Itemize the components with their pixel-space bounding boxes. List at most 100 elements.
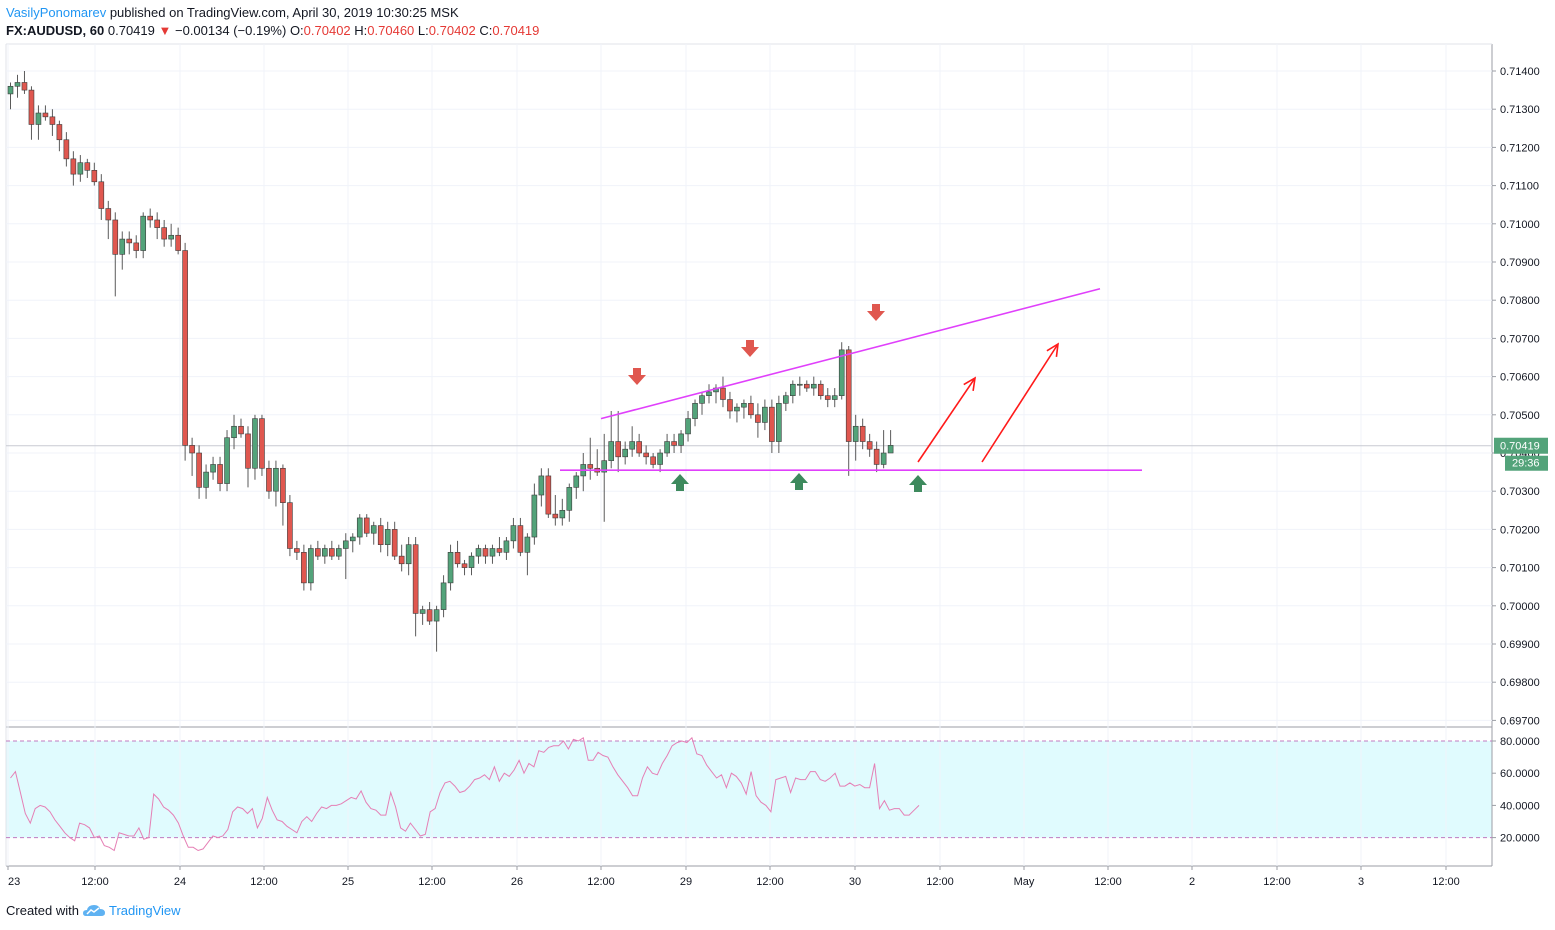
candle-body [363,517,370,534]
candle [426,601,433,625]
open-label: O: [289,23,304,38]
candle [49,109,56,136]
candle [727,391,733,419]
candle-body [342,540,349,549]
candle [706,384,712,404]
candle [63,132,70,167]
price-tick-label: 0.70900 [1500,257,1540,269]
candle [245,426,251,488]
candle [259,414,265,476]
candle-body [615,441,621,458]
candle [873,441,880,473]
candle-body [601,460,608,473]
candle-body [189,445,195,454]
axes-layer: 0.71400 0.71300 0.71200 0.71100 0.71000 0.709… [7,66,1548,888]
time-tick-label: 30 [849,876,861,888]
candle [14,74,21,98]
candle-body [70,158,77,175]
candle-body [573,475,580,488]
candle-body [42,112,49,118]
candle [168,223,174,247]
candle-body [678,433,684,446]
candle [622,441,628,465]
candle-body [489,548,496,557]
candle [671,433,677,453]
sell-arrow-shape [628,368,646,385]
candle [196,445,202,499]
candle [734,403,740,423]
footer: Created with TradingView [6,903,181,918]
candle [636,433,642,457]
candle-body [35,112,42,125]
candle-body [161,227,167,240]
candle-body [294,548,300,553]
candle-body [154,219,160,228]
candle-body [859,425,866,442]
candle-body [329,548,335,557]
time-tick-label: 2 [1189,876,1195,888]
candle-body [636,441,642,454]
candle [685,410,691,442]
candle [308,544,314,591]
candle [748,395,754,419]
candle [489,544,496,564]
chart-header: VasilyPonomarev published on TradingView… [6,4,539,40]
candle [273,460,279,507]
candle-body [182,250,188,446]
candle [776,395,782,453]
candle [852,414,859,461]
candle [838,342,845,400]
candle [266,460,272,499]
candle-body [56,124,63,141]
candle [468,552,475,576]
time-tick-label: 12:00 [926,876,954,888]
candle [580,453,587,492]
candle [77,155,84,182]
candle [831,388,838,408]
candle [329,540,335,560]
candle-body [629,441,635,450]
candle [98,174,105,220]
author-link[interactable]: VasilyPonomarev [6,5,107,20]
candle [84,158,91,178]
candle [280,464,286,526]
candle [769,399,775,453]
sell-arrow-icon [867,304,885,321]
candle-body [119,238,126,255]
candle-body [566,487,573,511]
candle-body [49,116,56,125]
candles-layer [7,71,894,652]
candle-body [692,403,698,419]
tradingview-brand[interactable]: TradingView [108,903,181,918]
candle [817,380,824,400]
candle-body [433,609,440,622]
candle-body [671,441,677,446]
close-value: 0.70419 [492,23,540,38]
candle-body [454,552,461,565]
candle [692,399,698,427]
candle [510,517,517,549]
candle [615,410,621,473]
candle [70,151,77,186]
candle [741,399,747,419]
candle [294,540,300,560]
candle-body [405,544,412,565]
grid-layer [5,43,1493,867]
candle [433,605,440,652]
candle-body [552,513,559,519]
candle-body [231,425,237,439]
price-tick-label: 0.70200 [1500,524,1540,536]
candle [517,517,524,557]
candle [175,227,181,255]
projection-arrow-head [963,376,977,391]
projection-arrow-line [981,343,1059,463]
candle-body [447,552,454,584]
candle-body [524,536,531,553]
candle [231,414,237,450]
time-tick-label: 23 [8,876,20,888]
candle [454,540,461,568]
candle [217,456,223,492]
buy-arrow-icon [671,474,689,491]
candle [119,231,126,270]
